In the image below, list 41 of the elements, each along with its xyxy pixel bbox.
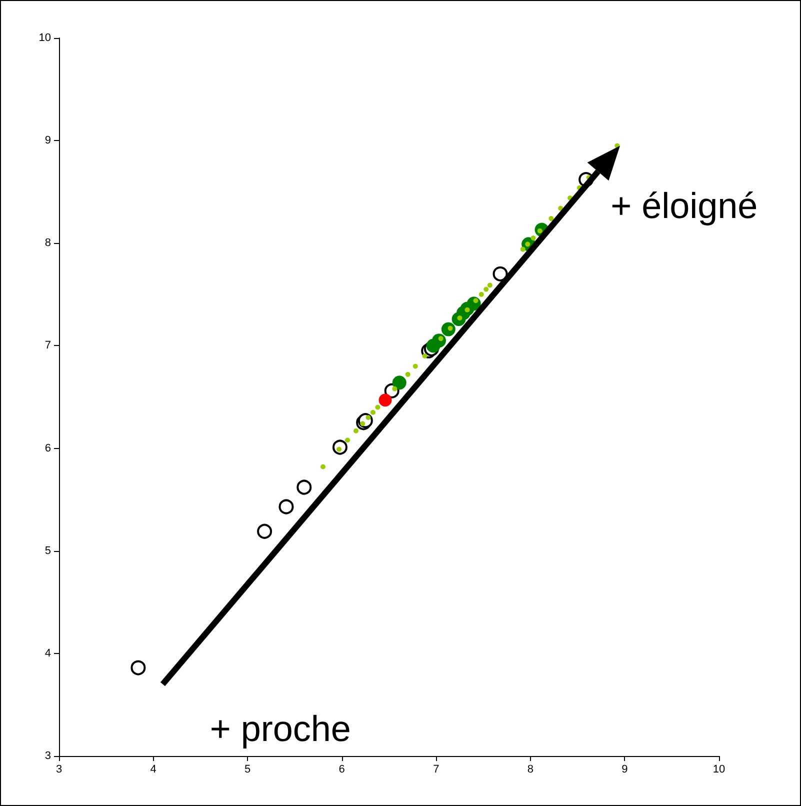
x-tick-label: 3 — [56, 764, 62, 776]
y-tick-label: 4 — [44, 647, 51, 660]
point — [484, 286, 489, 292]
point — [296, 480, 312, 495]
x-tick-label: 9 — [622, 764, 628, 776]
y-tick-label: 5 — [44, 544, 51, 557]
y-tick-label: 7 — [44, 340, 51, 352]
y-tick-label: 8 — [44, 237, 51, 250]
point — [392, 376, 406, 390]
point — [548, 216, 554, 222]
point — [530, 236, 536, 241]
point — [422, 353, 428, 358]
point — [345, 438, 350, 443]
x-tick-label: 5 — [244, 764, 251, 776]
x-tick-label: 8 — [527, 764, 534, 776]
point — [492, 266, 508, 282]
x-tick-label: 10 — [712, 764, 726, 776]
x-tick-label: 4 — [150, 764, 156, 776]
x-tick-label: 7 — [433, 764, 440, 776]
point — [473, 298, 478, 304]
point — [405, 372, 410, 377]
x-tick-label: 6 — [338, 764, 345, 776]
annotation: + éloigné — [610, 185, 758, 228]
point — [370, 410, 376, 415]
point — [278, 499, 294, 514]
point — [487, 282, 492, 288]
point — [478, 292, 484, 297]
point — [520, 246, 526, 252]
y-tick-label: 9 — [44, 134, 51, 147]
point — [392, 386, 398, 392]
point — [375, 404, 380, 410]
point — [130, 660, 146, 676]
y-tick-label: 3 — [44, 750, 51, 762]
annotation: + proche — [210, 708, 351, 750]
point — [378, 394, 392, 407]
point — [257, 524, 272, 539]
point — [354, 428, 358, 434]
y-tick-label: 6 — [44, 442, 51, 454]
point — [320, 464, 326, 470]
point — [412, 364, 418, 369]
y-tick-label: 10 — [38, 32, 51, 44]
